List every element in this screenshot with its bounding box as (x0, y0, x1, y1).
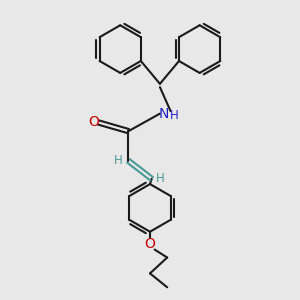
Text: H: H (114, 154, 123, 167)
Text: N: N (159, 106, 169, 121)
Text: O: O (145, 237, 155, 250)
Text: H: H (170, 109, 179, 122)
Text: O: O (88, 115, 99, 129)
Text: H: H (156, 172, 164, 185)
